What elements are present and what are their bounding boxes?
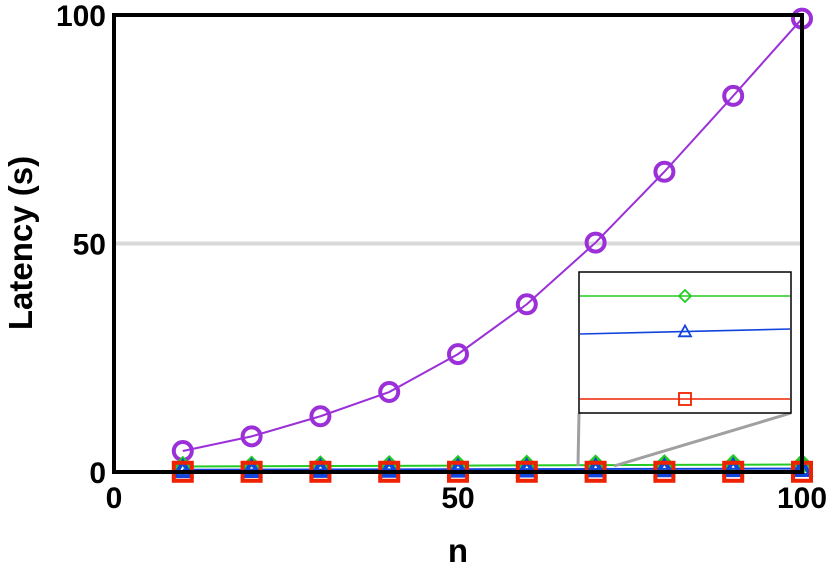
series-point-circle [378,381,401,404]
series-point-triangle [790,456,814,477]
x-axis-label: n [448,532,468,568]
inset-frame [578,271,792,414]
inset-point-triangle [677,323,693,338]
series-point-triangle [171,457,195,479]
series-line-diamond [182,463,803,468]
x-tick-label: 100 [777,482,827,515]
series-point-circle [309,405,332,428]
series-point-triangle [309,457,332,478]
series-point-triangle [721,456,745,478]
series-point-triangle [584,456,607,478]
y-tick-label: 50 [73,229,106,262]
series-point-circle [515,293,538,316]
series-point-circle [240,425,263,448]
series-point-triangle [240,457,263,479]
series-point-circle [584,231,607,254]
inset-line-triangle [579,328,791,335]
y-tick-label: 0 [89,457,106,490]
y-axis-label: Latency (s) [2,156,39,330]
tick-layer: 0 50 100 0 50 100 [56,0,827,515]
zoom-inset [576,271,792,468]
inset-connector-right [613,411,792,468]
series-point-triangle [653,456,676,478]
series-line-circle [182,17,803,452]
series-line-triangle [182,467,803,471]
series-point-triangle [515,457,539,478]
series-point-triangle [377,457,401,478]
inset-connector-left [576,412,581,467]
inset-point-square [678,392,692,406]
inset-point-diamond [677,288,693,304]
y-tick-label: 100 [56,0,106,33]
series-point-circle [653,160,676,183]
series-point-triangle [446,457,470,478]
series-point-circle [447,343,469,366]
x-tick-label: 0 [106,482,123,515]
x-tick-label: 50 [441,482,474,515]
plot-frame [112,13,804,474]
series-point-circle [722,84,745,107]
